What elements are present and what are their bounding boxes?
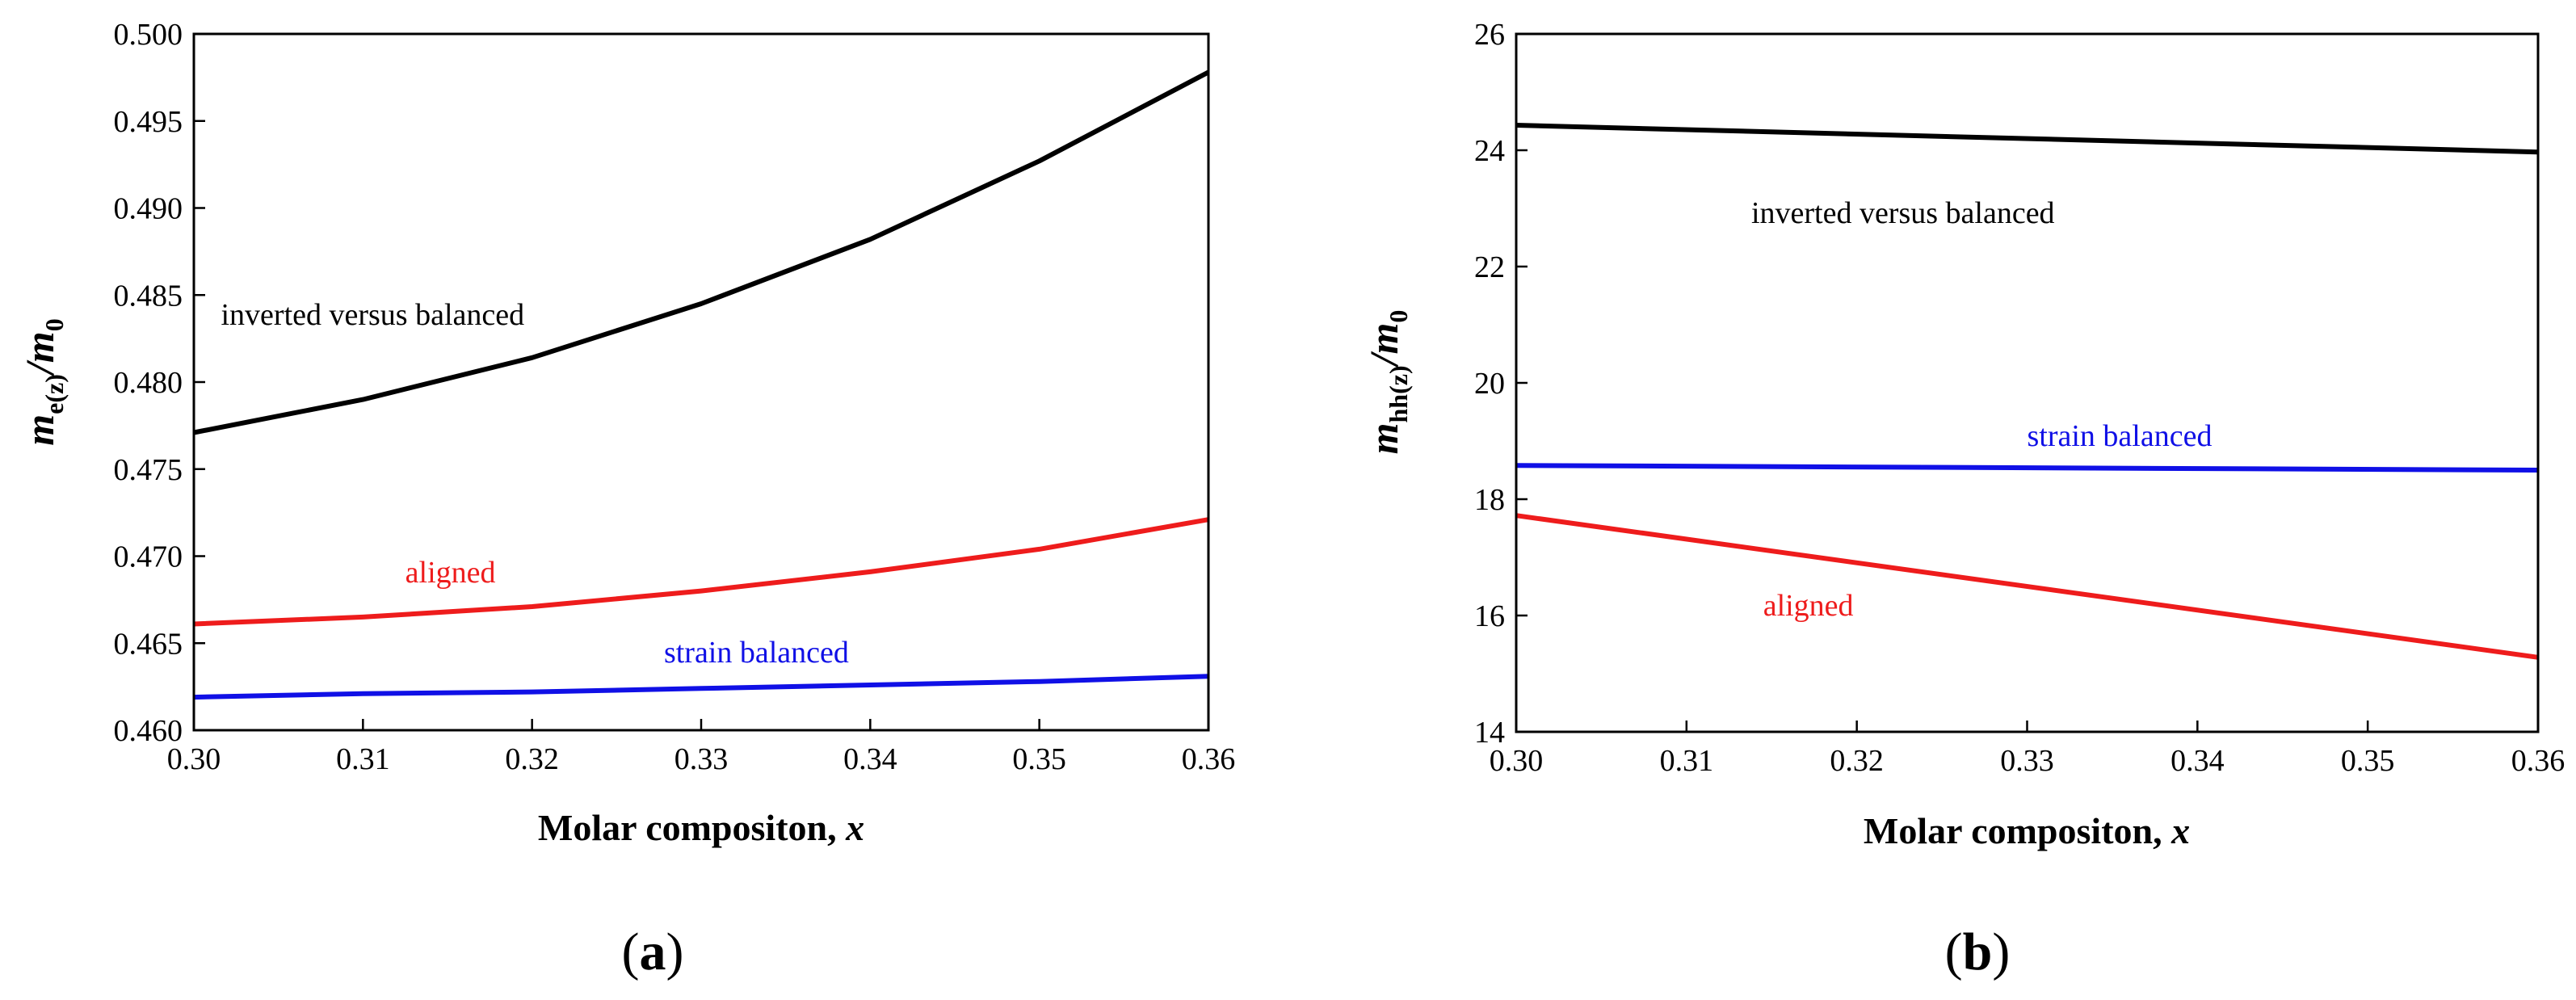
y-tick-label-a-3: 0.475 <box>114 453 183 487</box>
y-tick-label-b-1: 16 <box>1474 599 1505 633</box>
y-tick-label-a-1: 0.465 <box>114 627 183 661</box>
series-line-b-strain-balanced <box>1515 463 2539 473</box>
x-tick-label-b-3: 0.33 <box>2000 744 2054 778</box>
x-tick-label-a-2: 0.32 <box>505 742 559 776</box>
x-tick-label-a-1: 0.31 <box>336 742 390 776</box>
x-tick-label-b-5: 0.35 <box>2341 744 2395 778</box>
y-tick-label-a-5: 0.485 <box>114 279 183 313</box>
annotation-b-inverted-versus-balanced: inverted versus balanced <box>1751 196 2055 230</box>
y-tick-label-b-5: 24 <box>1474 134 1505 168</box>
y-tick-label-a-7: 0.495 <box>114 105 183 139</box>
y-tick-label-a-6: 0.490 <box>114 192 183 226</box>
annotation-b-aligned: aligned <box>1763 589 1854 623</box>
x-tick-label-b-4: 0.34 <box>2170 744 2225 778</box>
chart-b: 0.30 0.31 0.32 0.33 0.34 0.35 0.36 14 16 18 20 22 24… <box>1361 18 2565 981</box>
x-axis-title-b: Molar compositon, x <box>1864 810 2190 851</box>
plot-frame-b <box>1515 32 2540 733</box>
panel-label-a: (a) <box>622 922 684 981</box>
y-tick-label-b-2: 18 <box>1474 483 1505 517</box>
series-line-a-strain-balanced <box>193 674 1209 700</box>
plot-frame-a <box>192 32 1210 732</box>
annotation-a-strain-balanced: strain balanced <box>664 636 849 670</box>
x-tick-label-b-0: 0.30 <box>1490 744 1544 778</box>
panel-label-b: (b) <box>1945 922 2011 981</box>
x-axis-title-a: Molar compositon, x <box>538 807 864 848</box>
series-line-a-aligned <box>193 517 1209 627</box>
x-tick-label-b-6: 0.36 <box>2511 744 2565 778</box>
x-tick-label-a-3: 0.33 <box>674 742 729 776</box>
x-tick-label-b-1: 0.31 <box>1660 744 1714 778</box>
y-tick-label-a-8: 0.500 <box>114 18 183 52</box>
y-tick-label-b-4: 22 <box>1474 250 1505 284</box>
series-line-b-aligned <box>1515 513 2539 660</box>
series-line-b-inverted-versus-balanced <box>1515 123 2539 155</box>
annotation-b-strain-balanced: strain balanced <box>2028 419 2213 453</box>
series-line-a-inverted-versus-balanced <box>193 69 1210 435</box>
y-tick-label-a-2: 0.470 <box>114 540 183 574</box>
x-tick-label-a-0: 0.30 <box>167 742 221 776</box>
y-tick-label-b-0: 14 <box>1474 716 1505 750</box>
x-tick-label-a-4: 0.34 <box>843 742 897 776</box>
x-tick-label-a-6: 0.36 <box>1182 742 1236 776</box>
annotation-a-aligned: aligned <box>406 556 496 590</box>
annotation-a-inverted-versus-balanced: inverted versus balanced <box>221 298 524 332</box>
x-tick-label-b-2: 0.32 <box>1830 744 1884 778</box>
y-axis-title-a: me(z)/m0 <box>17 318 69 445</box>
chart-a: 0.30 0.31 0.32 0.33 0.34 0.35 0.36 0.460 0.465 0.… <box>17 18 1235 981</box>
y-tick-label-a-4: 0.480 <box>114 366 183 400</box>
x-tick-label-a-5: 0.35 <box>1012 742 1066 776</box>
y-axis-title-b: mhh(z)/m0 <box>1361 310 1413 455</box>
y-tick-label-b-3: 20 <box>1474 367 1505 401</box>
y-tick-label-b-6: 26 <box>1474 18 1505 52</box>
y-tick-label-a-0: 0.460 <box>114 714 183 748</box>
